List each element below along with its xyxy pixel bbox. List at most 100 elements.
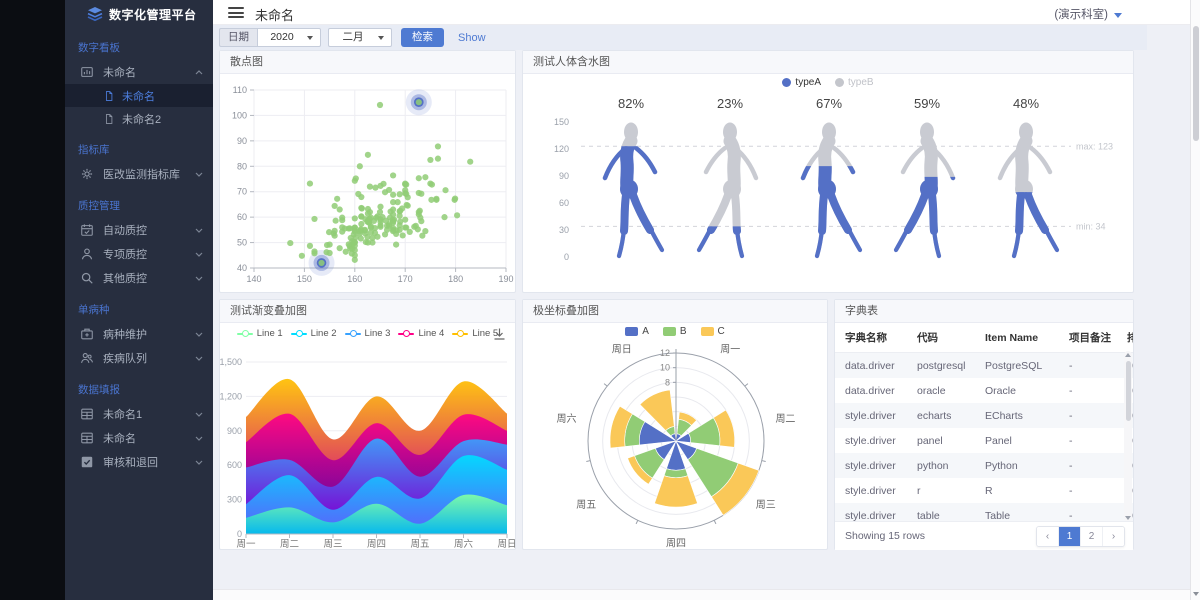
- sidebar-item[interactable]: 审核和退回: [65, 450, 213, 474]
- sidebar-item[interactable]: 未命名1: [65, 402, 213, 426]
- table-cell: postgresql: [917, 359, 966, 372]
- legend-item-c[interactable]: C: [700, 326, 725, 337]
- svg-text:1,200: 1,200: [220, 391, 242, 401]
- table-column-header: 代码: [907, 323, 975, 353]
- svg-text:周一: 周一: [236, 539, 256, 550]
- sidebar-item[interactable]: 病种维护: [65, 322, 213, 346]
- legend-item-a[interactable]: A: [625, 326, 649, 337]
- svg-text:900: 900: [227, 426, 242, 436]
- legend-item-line-2[interactable]: Line 2: [290, 328, 337, 339]
- sidebar-subitem[interactable]: 未命名2: [65, 107, 213, 130]
- table-cell: -: [1069, 359, 1073, 372]
- scroll-down-icon[interactable]: [1125, 516, 1131, 520]
- chevron-down-icon: [195, 172, 203, 177]
- calendar-icon: [80, 223, 94, 237]
- sidebar-item[interactable]: 未命名: [65, 426, 213, 450]
- legend-item-line-3[interactable]: Line 3: [344, 328, 390, 339]
- svg-text:周二: 周二: [280, 539, 299, 550]
- svg-text:周日: 周日: [497, 539, 515, 550]
- svg-text:23%: 23%: [717, 96, 743, 111]
- table-cell: table: [917, 509, 940, 522]
- svg-text:60: 60: [237, 212, 247, 222]
- search-icon: [80, 271, 94, 285]
- hamburger-icon[interactable]: [228, 7, 244, 18]
- svg-text:0: 0: [564, 252, 569, 262]
- sidebar-subitem[interactable]: 未命名: [65, 84, 213, 107]
- table-cell: style.driver: [845, 459, 896, 472]
- table-cell: -: [1069, 384, 1073, 397]
- dashboard-icon: [80, 65, 94, 79]
- svg-text:150: 150: [554, 117, 569, 127]
- chevron-down-icon: [1114, 12, 1122, 18]
- svg-text:周三: 周三: [323, 539, 342, 550]
- svg-text:max: 123: max: 123: [1076, 141, 1113, 151]
- vertical-scrollbar[interactable]: [1190, 0, 1200, 600]
- legend-item-typeA[interactable]: typeA: [782, 77, 821, 88]
- search-button[interactable]: 检索: [401, 28, 444, 47]
- table-cell: python: [917, 459, 949, 472]
- chevron-down-icon: [195, 276, 203, 281]
- date-filter-group: 日期 2020: [219, 28, 321, 47]
- legend-item-typeB[interactable]: typeB: [835, 77, 874, 88]
- page-2-button[interactable]: 2: [1081, 527, 1103, 546]
- download-icon[interactable]: [492, 327, 507, 342]
- sidebar-item[interactable]: 疾病队列: [65, 346, 213, 370]
- legend-item-b[interactable]: B: [662, 326, 687, 337]
- chevron-down-icon: [195, 228, 203, 233]
- workspace-dropdown[interactable]: (演示科室): [1054, 6, 1122, 22]
- sidebar-item[interactable]: 专项质控: [65, 242, 213, 266]
- page-next-button[interactable]: ›: [1103, 527, 1124, 546]
- sidebar-subitem-label: 未命名2: [122, 113, 162, 126]
- show-link[interactable]: Show: [458, 31, 486, 44]
- legend-item-line-1[interactable]: Line 1: [236, 328, 283, 339]
- sidebar-section-label: 数据填报: [78, 384, 120, 396]
- table-cell: -: [1069, 434, 1073, 447]
- sidebar: 数字化管理平台 数字看板 未命名 未命名 未命名2 指标库 医改监测指标库 质控管理 自动质控…: [65, 0, 213, 600]
- svg-text:160: 160: [347, 274, 362, 284]
- table-icon: [80, 431, 94, 445]
- legend-item-line-4[interactable]: Line 4: [398, 328, 444, 339]
- sidebar-section-label: 数字看板: [78, 42, 120, 54]
- check-square-icon: [80, 455, 94, 469]
- svg-text:周二: 周二: [775, 413, 795, 425]
- legend-item-line-5[interactable]: Line 5: [452, 328, 498, 339]
- gear-icon: [80, 167, 94, 181]
- table-cell: ECharts: [985, 409, 1023, 422]
- svg-text:180: 180: [448, 274, 463, 284]
- svg-text:周一: 周一: [720, 344, 740, 356]
- table-scrollbar[interactable]: [1124, 351, 1132, 522]
- table-column-header: 字典名称: [835, 323, 907, 353]
- table-cell: R: [985, 484, 993, 497]
- file-icon: [104, 113, 115, 125]
- svg-text:90: 90: [559, 171, 569, 181]
- svg-text:周四: 周四: [367, 539, 386, 550]
- sidebar-item[interactable]: 自动质控: [65, 218, 213, 242]
- scroll-up-icon[interactable]: [1125, 353, 1131, 357]
- svg-text:600: 600: [227, 460, 242, 470]
- table-cell: r: [917, 484, 921, 497]
- svg-text:0: 0: [237, 529, 242, 539]
- svg-text:40: 40: [237, 263, 247, 273]
- sidebar-item[interactable]: 医改监测指标库: [65, 162, 213, 186]
- table-cell: Python: [985, 459, 1018, 472]
- table-footer: Showing 15 rows ‹ 1 2 ›: [835, 521, 1133, 550]
- sidebar-item[interactable]: 未命名: [65, 60, 213, 84]
- table-cell: -: [1069, 459, 1073, 472]
- sidebar-item-label: 未命名1: [103, 409, 143, 421]
- chevron-down-icon: [195, 412, 203, 417]
- month-select[interactable]: 二月: [328, 28, 392, 47]
- horizontal-scrollbar[interactable]: [213, 589, 1190, 600]
- body-water-chart: 0 30 60 90 120 150 max: 123 min: 34 82% 23% 67% 59%…: [554, 96, 1113, 262]
- svg-text:82%: 82%: [618, 96, 644, 111]
- page-prev-button[interactable]: ‹: [1037, 527, 1059, 546]
- year-select[interactable]: 2020: [257, 28, 321, 47]
- sidebar-item[interactable]: 其他质控: [65, 266, 213, 290]
- svg-text:8: 8: [665, 377, 670, 387]
- page-1-button[interactable]: 1: [1059, 527, 1081, 546]
